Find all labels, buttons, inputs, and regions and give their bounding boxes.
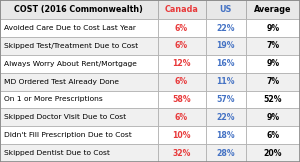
Bar xyxy=(0,55,158,73)
Bar xyxy=(206,73,246,91)
Bar xyxy=(246,144,300,162)
Bar xyxy=(158,91,206,108)
Text: 18%: 18% xyxy=(216,131,235,140)
Text: Skipped Dentist Due to Cost: Skipped Dentist Due to Cost xyxy=(4,150,109,156)
Bar xyxy=(0,108,158,126)
Text: 9%: 9% xyxy=(266,23,280,33)
Text: On 1 or More Prescriptions: On 1 or More Prescriptions xyxy=(4,97,102,103)
Bar xyxy=(246,0,300,19)
Bar xyxy=(246,91,300,108)
Bar xyxy=(206,19,246,37)
Bar xyxy=(0,126,158,144)
Text: 11%: 11% xyxy=(217,77,235,86)
Text: 58%: 58% xyxy=(172,95,191,104)
Text: 20%: 20% xyxy=(264,149,282,158)
Text: MD Ordered Test Already Done: MD Ordered Test Already Done xyxy=(4,79,118,85)
Text: 6%: 6% xyxy=(175,77,188,86)
Text: 6%: 6% xyxy=(266,131,280,140)
Bar xyxy=(158,0,206,19)
Bar xyxy=(158,55,206,73)
Text: Skipped Test/Treatment Due to Cost: Skipped Test/Treatment Due to Cost xyxy=(4,43,138,49)
Bar xyxy=(246,73,300,91)
Text: 19%: 19% xyxy=(217,41,235,50)
Bar xyxy=(206,37,246,55)
Text: 6%: 6% xyxy=(175,113,188,122)
Bar xyxy=(206,108,246,126)
Bar xyxy=(246,126,300,144)
Text: 22%: 22% xyxy=(217,113,235,122)
Bar xyxy=(0,91,158,108)
Bar xyxy=(0,0,158,19)
Text: 16%: 16% xyxy=(217,59,235,68)
Text: 57%: 57% xyxy=(217,95,235,104)
Text: 6%: 6% xyxy=(175,23,188,33)
Text: Skipped Doctor Visit Due to Cost: Skipped Doctor Visit Due to Cost xyxy=(4,114,126,120)
Text: 12%: 12% xyxy=(172,59,191,68)
Text: 9%: 9% xyxy=(266,113,280,122)
Bar xyxy=(158,37,206,55)
Text: US: US xyxy=(220,5,232,14)
Bar xyxy=(158,73,206,91)
Bar xyxy=(158,19,206,37)
Bar xyxy=(246,37,300,55)
Text: 52%: 52% xyxy=(264,95,282,104)
Text: 28%: 28% xyxy=(216,149,235,158)
Text: Always Worry About Rent/Mortgage: Always Worry About Rent/Mortgage xyxy=(4,61,136,67)
Text: 10%: 10% xyxy=(172,131,191,140)
Text: 9%: 9% xyxy=(266,59,280,68)
Text: 7%: 7% xyxy=(266,77,280,86)
Bar xyxy=(158,126,206,144)
Bar xyxy=(206,144,246,162)
Bar xyxy=(246,108,300,126)
Bar xyxy=(0,144,158,162)
Text: 6%: 6% xyxy=(175,41,188,50)
Text: Canada: Canada xyxy=(165,5,198,14)
Text: Didn't Fill Prescription Due to Cost: Didn't Fill Prescription Due to Cost xyxy=(4,132,131,138)
Bar xyxy=(206,91,246,108)
Text: COST (2016 Commonwealth): COST (2016 Commonwealth) xyxy=(14,5,143,14)
Bar xyxy=(0,19,158,37)
Bar xyxy=(0,37,158,55)
Text: Average: Average xyxy=(254,5,292,14)
Bar xyxy=(206,0,246,19)
Bar xyxy=(206,126,246,144)
Bar xyxy=(158,108,206,126)
Bar xyxy=(246,19,300,37)
Text: 22%: 22% xyxy=(217,23,235,33)
Bar xyxy=(206,55,246,73)
Text: 7%: 7% xyxy=(266,41,280,50)
Text: 32%: 32% xyxy=(172,149,191,158)
Text: Avoided Care Due to Cost Last Year: Avoided Care Due to Cost Last Year xyxy=(4,25,136,31)
Bar xyxy=(0,73,158,91)
Bar xyxy=(246,55,300,73)
Bar xyxy=(158,144,206,162)
